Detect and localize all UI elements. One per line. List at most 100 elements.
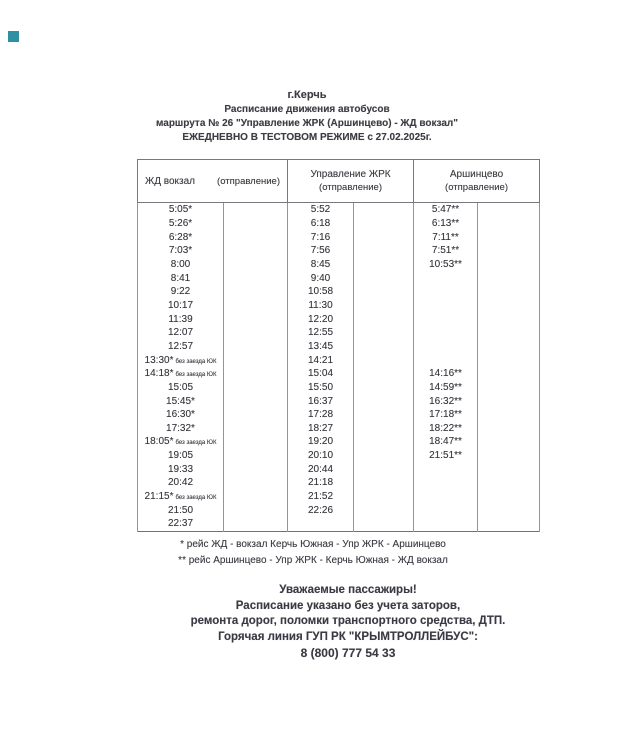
empty-cell xyxy=(477,517,541,532)
empty-cell xyxy=(222,353,289,367)
empty-cell xyxy=(353,366,415,381)
arshintsevo-departure-cell: 18:47** xyxy=(413,435,479,449)
table-row: 12:07 12:55 xyxy=(137,325,541,340)
arshintsevo-departure-cell: 5:47** xyxy=(413,202,479,217)
zd-departure-cell: 5:05* xyxy=(137,202,224,217)
arshintsevo-departure-cell xyxy=(413,476,479,490)
empty-cell xyxy=(477,476,541,490)
zhrk-departure-cell: 12:55 xyxy=(287,325,355,340)
zhrk-departure-cell: 20:10 xyxy=(287,448,355,463)
zd-departure-cell: 12:07 xyxy=(137,325,224,340)
empty-cell xyxy=(222,407,289,422)
empty-cell xyxy=(222,489,289,504)
table-row: 9:22 10:58 xyxy=(137,284,541,299)
arshintsevo-departure-cell xyxy=(413,298,479,313)
empty-cell xyxy=(353,325,415,340)
empty-cell xyxy=(477,298,541,313)
zhrk-departure-cell: 7:16 xyxy=(287,230,355,244)
arshintsevo-departure-cell: 18:22** xyxy=(413,421,479,436)
empty-cell xyxy=(222,325,289,340)
zd-departure-cell: 16:30* xyxy=(137,407,224,422)
footnote-double-asterisk: ** рейс Аршинцево - Упр ЖРК - Керчь Южна… xyxy=(178,555,448,566)
table-row: 15:45* 16:37 16:32** xyxy=(137,394,541,408)
zd-departure-cell: 10:17 xyxy=(137,298,224,313)
empty-cell xyxy=(477,353,541,367)
footnote-single-asterisk: * рейс ЖД - вокзал Керчь Южная - Упр ЖРК… xyxy=(180,539,446,550)
empty-cell xyxy=(353,435,415,449)
table-row: 11:39 12:20 xyxy=(137,312,541,326)
notice-greeting: Уважаемые пассажиры! xyxy=(279,584,417,596)
empty-cell xyxy=(477,325,541,340)
empty-cell xyxy=(353,448,415,463)
zd-departure-cell: 18:05* без заезда ЮК xyxy=(137,435,224,449)
footnotes: * рейс ЖД - вокзал Керчь Южная - Упр ЖРК… xyxy=(3,537,620,569)
empty-cell xyxy=(222,243,289,258)
zhrk-departure-cell: 22:26 xyxy=(287,503,355,518)
zhrk-departure-cell: 9:40 xyxy=(287,271,355,285)
empty-cell xyxy=(222,476,289,490)
table-row: 5:05* 5:52 5:47** xyxy=(137,202,541,217)
empty-cell xyxy=(353,230,415,244)
column-title: Управление ЖРК xyxy=(310,169,391,180)
document-header: г.Керчь Расписание движения автобусов ма… xyxy=(0,88,614,145)
empty-cell xyxy=(222,216,289,231)
arshintsevo-departure-cell xyxy=(413,339,479,354)
empty-cell xyxy=(222,284,289,299)
table-row: 21:50 22:26 xyxy=(137,503,541,518)
hotline-phone-number: 8 (800) 777 54 33 xyxy=(300,646,396,660)
zhrk-departure-cell: 21:52 xyxy=(287,489,355,504)
empty-cell xyxy=(353,284,415,299)
empty-cell xyxy=(477,489,541,504)
notice-hotline: Горячая линия ГУП РК "КРЫМТРОЛЛЕЙБУС": xyxy=(218,630,478,643)
zhrk-departure-cell: 12:20 xyxy=(287,312,355,326)
arshintsevo-departure-cell xyxy=(413,353,479,367)
table-row: 15:05 15:50 14:59** xyxy=(137,380,541,395)
zd-departure-cell: 8:41 xyxy=(137,271,224,285)
zd-departure-cell: 7:03* xyxy=(137,243,224,258)
arshintsevo-departure-cell: 16:32** xyxy=(413,394,479,408)
zd-departure-cell: 17:32* xyxy=(137,421,224,436)
column-subtitle: (отправление) xyxy=(445,182,509,193)
empty-cell xyxy=(222,435,289,449)
arshintsevo-departure-cell: 7:11** xyxy=(413,230,479,244)
empty-cell xyxy=(353,312,415,326)
column-header-upravlenie-zhrk: Управление ЖРК (отправление) xyxy=(287,159,415,203)
table-row: 6:28* 7:16 7:11** xyxy=(137,230,541,244)
empty-cell xyxy=(353,394,415,408)
empty-cell xyxy=(477,421,541,436)
zhrk-departure-cell: 10:58 xyxy=(287,284,355,299)
empty-cell xyxy=(353,298,415,313)
schedule-table: ЖД вокзал (отправление) Управление ЖРК (… xyxy=(136,159,541,532)
empty-cell xyxy=(353,407,415,422)
empty-cell xyxy=(477,394,541,408)
empty-cell xyxy=(477,366,541,381)
zd-departure-cell: 14:18* без заезда ЮК xyxy=(137,366,224,381)
table-row: 10:17 11:30 xyxy=(137,298,541,313)
corner-mark-square xyxy=(8,31,19,42)
zhrk-departure-cell: 15:50 xyxy=(287,380,355,395)
empty-cell xyxy=(477,380,541,395)
zd-departure-cell: 21:15* без заезда ЮК xyxy=(137,489,224,504)
empty-cell xyxy=(222,202,289,217)
empty-cell xyxy=(222,394,289,408)
empty-cell xyxy=(222,462,289,477)
zd-departure-cell: 9:22 xyxy=(137,284,224,299)
empty-cell xyxy=(222,366,289,381)
zhrk-departure-cell: 6:18 xyxy=(287,216,355,231)
empty-cell xyxy=(477,503,541,518)
empty-cell xyxy=(353,503,415,518)
zhrk-departure-cell: 8:45 xyxy=(287,257,355,272)
zd-departure-cell: 21:50 xyxy=(137,503,224,518)
empty-cell xyxy=(222,503,289,518)
arshintsevo-departure-cell xyxy=(413,284,479,299)
table-row: 17:32* 18:27 18:22** xyxy=(137,421,541,436)
column-subtitle: (отправление) xyxy=(319,182,382,193)
table-row: 7:03* 7:56 7:51** xyxy=(137,243,541,258)
empty-cell xyxy=(353,517,415,532)
empty-cell xyxy=(477,257,541,272)
passenger-notice: Уважаемые пассажиры! Расписание указано … xyxy=(38,583,620,662)
zd-departure-cell: 8:00 xyxy=(137,257,224,272)
empty-cell xyxy=(222,271,289,285)
arshintsevo-departure-cell: 7:51** xyxy=(413,243,479,258)
arshintsevo-departure-cell: 14:59** xyxy=(413,380,479,395)
